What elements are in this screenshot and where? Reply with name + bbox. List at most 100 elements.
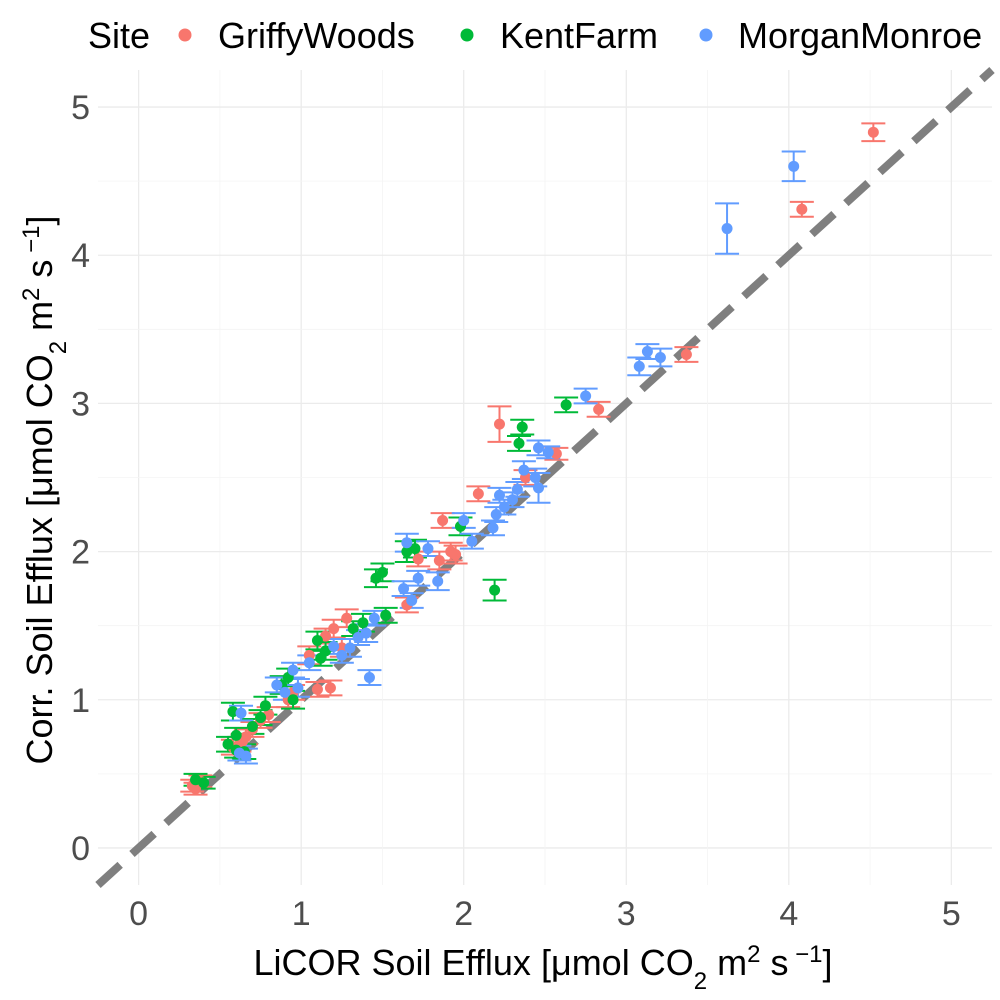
data-point-morganmonroe <box>328 640 340 652</box>
data-point-morganmonroe <box>271 679 283 691</box>
data-point-morganmonroe <box>466 535 478 547</box>
data-point-morganmonroe <box>287 664 299 676</box>
data-point-kentfarm <box>198 777 210 789</box>
data-point-morganmonroe <box>487 522 499 534</box>
data-point-griffywoods <box>437 514 449 526</box>
data-point-morganmonroe <box>498 501 510 513</box>
data-point-morganmonroe <box>344 642 356 654</box>
data-point-morganmonroe <box>292 682 304 694</box>
data-point-morganmonroe <box>363 672 375 684</box>
data-point-griffywoods <box>320 630 332 642</box>
data-point-morganmonroe <box>352 632 364 644</box>
x-axis-title-sup1: 2 <box>747 941 760 968</box>
data-point-morganmonroe <box>542 446 554 458</box>
data-point-griffywoods <box>867 126 879 138</box>
data-point-morganmonroe <box>360 627 372 639</box>
data-point-griffywoods <box>680 349 692 361</box>
x-axis-title-close: ] <box>822 942 832 983</box>
data-point-kentfarm <box>513 437 525 449</box>
data-point-morganmonroe <box>788 160 800 172</box>
x-axis-title-sub: 2 <box>694 968 707 995</box>
data-point-griffywoods <box>493 418 505 430</box>
data-point-griffywoods <box>796 203 808 215</box>
data-point-griffywoods <box>190 783 202 795</box>
data-point-morganmonroe <box>303 657 315 669</box>
data-point-griffywoods <box>593 403 605 415</box>
data-point-morganmonroe <box>368 612 380 624</box>
data-point-morganmonroe <box>529 472 541 483</box>
data-point-griffywoods <box>324 682 336 694</box>
data-point-kentfarm <box>227 706 239 718</box>
data-point-morganmonroe <box>336 649 348 661</box>
legend-label-kentfarm: KentFarm <box>500 15 658 56</box>
data-point-morganmonroe <box>458 514 470 526</box>
y-tick-label: 0 <box>71 830 90 868</box>
legend-marker-kentfarm <box>460 28 474 42</box>
y-axis-title-main: Corr. Soil Efflux [ <box>19 497 60 764</box>
data-point-morganmonroe <box>532 482 544 494</box>
data-point-morganmonroe <box>633 360 645 372</box>
data-point-morganmonroe <box>235 707 247 719</box>
data-point-kentfarm <box>222 738 234 750</box>
data-point-kentfarm <box>259 700 271 712</box>
data-point-kentfarm <box>311 635 323 646</box>
data-point-kentfarm <box>409 543 421 555</box>
data-point-griffywoods <box>328 623 340 635</box>
y-axis-title-sup1: 2 <box>18 288 45 301</box>
data-point-morganmonroe <box>401 537 413 549</box>
data-point-morganmonroe <box>240 750 252 762</box>
data-point-griffywoods <box>433 554 445 566</box>
legend: Site GriffyWoods KentFarm MorganMonroe <box>88 15 982 56</box>
data-point-kentfarm <box>560 399 572 411</box>
x-axis-title-sp: s <box>760 942 788 983</box>
x-axis-title-mid: m <box>707 942 747 983</box>
data-point-morganmonroe <box>641 346 653 358</box>
y-tick-label: 4 <box>71 237 90 275</box>
y-axis-title-sp: s <box>19 260 60 288</box>
data-point-morganmonroe <box>398 583 410 595</box>
x-axis-title: LiCOR Soil Efflux [μmol CO2 m2 s −1] <box>254 941 833 995</box>
data-point-kentfarm <box>287 694 299 706</box>
data-points <box>186 126 879 795</box>
y-axis-title-sup2: −1 <box>18 226 45 260</box>
data-point-kentfarm <box>230 729 242 741</box>
data-point-kentfarm <box>246 720 258 732</box>
y-axis-title: Corr. Soil Efflux [μmol CO2 m2 s −1] <box>18 216 72 765</box>
legend-title: Site <box>88 15 150 56</box>
data-point-morganmonroe <box>654 351 666 363</box>
data-point-kentfarm <box>255 712 267 724</box>
grid <box>98 70 992 885</box>
y-axis-title-close: ] <box>19 216 60 226</box>
y-axis-title-unit: μmol CO <box>19 354 60 497</box>
y-axis-title-sub: 2 <box>45 341 72 354</box>
data-point-morganmonroe <box>490 509 502 521</box>
legend-label-morganmonroe: MorganMonroe <box>738 15 982 56</box>
tick-labels: 0 1 2 3 4 5 0 1 2 3 4 5 <box>71 89 961 933</box>
data-point-morganmonroe <box>506 494 518 506</box>
data-point-griffywoods <box>412 553 424 565</box>
x-tick-label: 3 <box>617 895 636 933</box>
legend-items: GriffyWoods KentFarm MorganMonroe <box>178 15 982 56</box>
legend-label-griffywoods: GriffyWoods <box>218 15 415 56</box>
data-point-griffywoods <box>450 549 462 561</box>
data-point-morganmonroe <box>432 575 444 587</box>
data-point-kentfarm <box>380 609 392 621</box>
x-axis-title-sup2: −1 <box>788 941 822 968</box>
legend-marker-griffywoods <box>178 28 192 42</box>
legend-marker-morganmonroe <box>699 28 713 42</box>
data-point-morganmonroe <box>721 223 733 235</box>
y-axis-title-mid: m <box>19 301 60 341</box>
data-point-griffywoods <box>472 488 484 500</box>
x-tick-label: 4 <box>779 895 798 933</box>
data-point-kentfarm <box>516 421 528 433</box>
x-tick-label: 1 <box>292 895 311 933</box>
data-point-morganmonroe <box>422 543 434 555</box>
data-point-morganmonroe <box>511 483 523 495</box>
data-point-morganmonroe <box>518 464 530 476</box>
data-point-kentfarm <box>357 617 369 629</box>
data-point-morganmonroe <box>580 390 592 402</box>
data-point-kentfarm <box>315 652 327 664</box>
y-tick-label: 5 <box>71 89 90 127</box>
data-point-morganmonroe <box>406 594 418 606</box>
